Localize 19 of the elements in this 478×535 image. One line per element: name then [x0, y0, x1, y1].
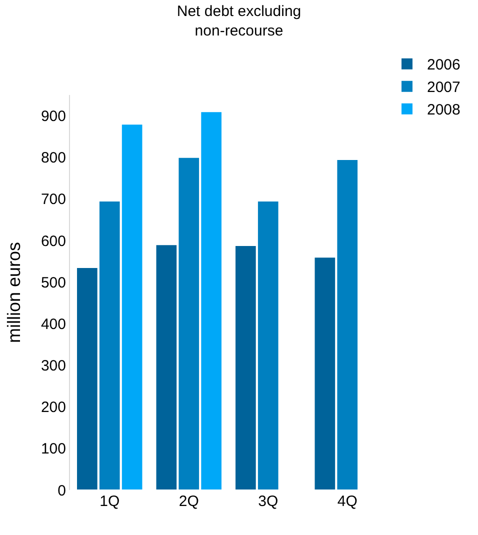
y-tick-label: 400	[40, 316, 66, 333]
x-tick-label: 1Q	[100, 493, 120, 510]
x-tick-label: 2Q	[178, 493, 199, 510]
y-tick-label: 600	[40, 232, 66, 250]
y-tick-label: 800	[40, 150, 66, 167]
y-axis-title: million euros	[4, 242, 24, 344]
y-tick-label: 700	[40, 191, 66, 208]
y-tick-label: 200	[40, 399, 66, 416]
y-tick-label: 100	[40, 440, 66, 458]
y-tick-label: 300	[40, 358, 66, 375]
x-tick-label: 4Q	[337, 493, 358, 510]
legend-label: 2008	[427, 102, 460, 119]
y-tick-label: 0	[58, 482, 66, 500]
legend-label: 2006	[427, 56, 460, 74]
y-tick-label: 900	[40, 108, 66, 126]
y-tick-label: 500	[40, 274, 66, 292]
legend-label: 2007	[427, 79, 460, 96]
x-tick-label: 3Q	[258, 493, 278, 510]
chart-title: Net debt excluding non-recourse	[176, 3, 302, 40]
